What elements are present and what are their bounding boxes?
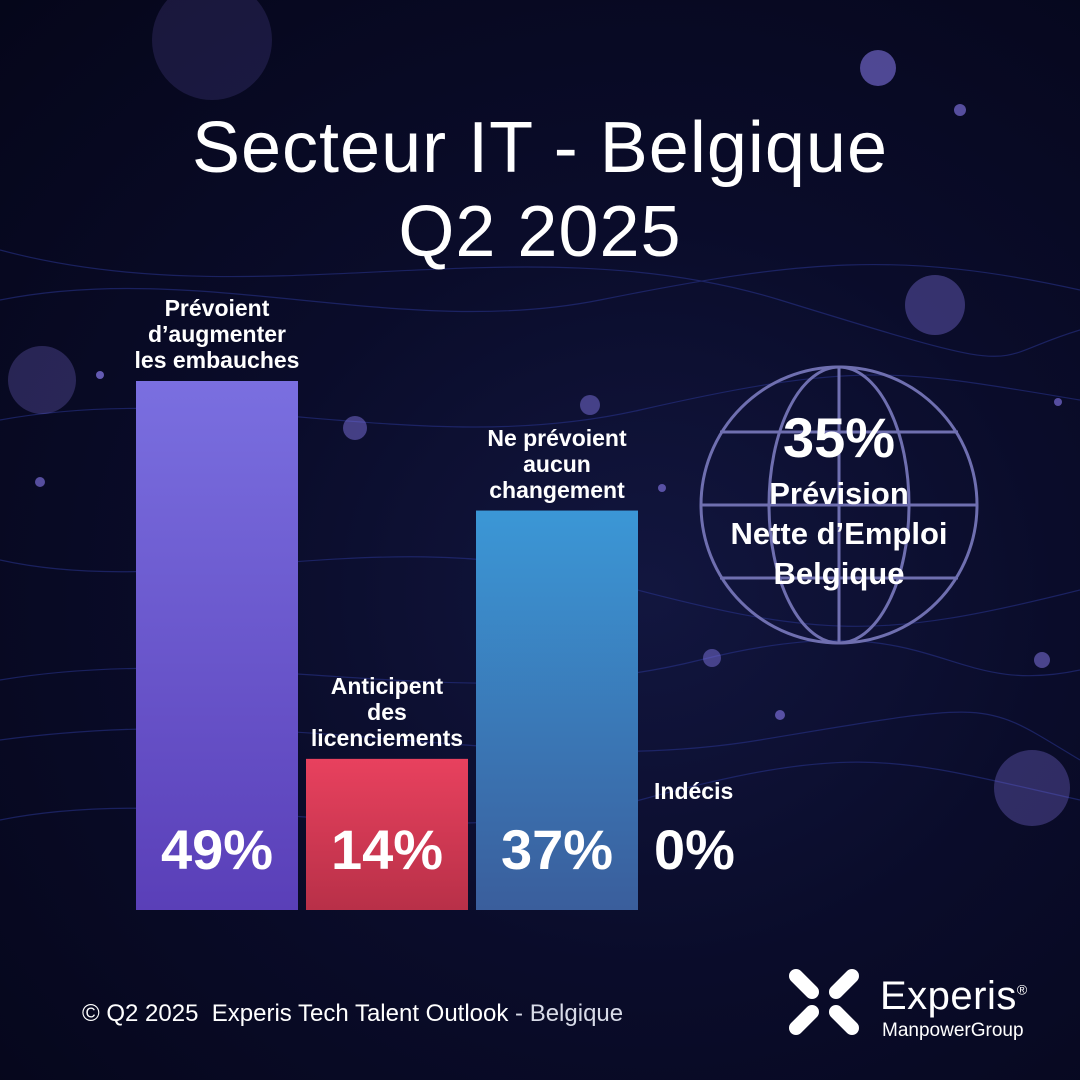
- bar-label-line: changement: [489, 476, 625, 503]
- bar-label-increase-hiring: Prévoient d’augmenter les embauches: [126, 295, 308, 373]
- bar-label-line: Indécis: [654, 778, 734, 804]
- footer-main: © Q2 2025 Experis Tech Talent Outlook: [82, 1000, 509, 1027]
- brand-name-text: Experis: [880, 974, 1017, 1018]
- bar-label-line: Ne prévoient: [487, 424, 627, 451]
- net-employment-outlook-value: 35%: [782, 406, 896, 469]
- footer-suffix: - Belgique: [508, 1000, 624, 1027]
- globe-icon: [698, 364, 980, 646]
- bar-value-decrease-layoffs: 14%: [330, 818, 444, 881]
- brand-name: Experis®: [880, 974, 1028, 1019]
- globe-label-line1: Prévision: [769, 476, 909, 511]
- globe-label-line2: Nette d’Emploi: [730, 516, 948, 551]
- bar-label-decrease-layoffs: Anticipent des licenciements: [296, 673, 478, 751]
- bar-value-no-change: 37%: [500, 818, 614, 881]
- bar-no-change: [476, 510, 638, 910]
- bar-label-undecided: Indécis: [654, 778, 733, 804]
- bar-decrease-layoffs: [306, 758, 468, 910]
- chart-title: Secteur IT - Belgique: [191, 108, 889, 188]
- bar-label-line: Anticipent: [330, 672, 444, 699]
- brand-parent: ManpowerGroup: [882, 1020, 1024, 1041]
- bar-increase-hiring: [136, 381, 298, 910]
- footer-copyright: © Q2 2025 Experis Tech Talent Outlook - …: [82, 1000, 623, 1028]
- experis-logo-icon: [789, 969, 859, 1035]
- bar-label-line: d’augmenter: [147, 321, 287, 347]
- bar-label-line: les embauches: [134, 347, 300, 373]
- bar-label-line: aucun: [523, 450, 591, 477]
- bar-label-line: des: [367, 698, 407, 725]
- bar-value-increase-hiring: 49%: [160, 818, 274, 881]
- bar-label-line: Prévoient: [164, 295, 270, 321]
- bar-label-line: licenciements: [310, 724, 464, 751]
- bar-value-undecided: 0%: [654, 818, 735, 881]
- chart-subtitle: Q2 2025: [398, 192, 682, 272]
- globe-label-line3: Belgique: [773, 556, 905, 591]
- bar-label-no-change: Ne prévoient aucun changement: [466, 425, 648, 503]
- registered-mark: ®: [1016, 981, 1028, 998]
